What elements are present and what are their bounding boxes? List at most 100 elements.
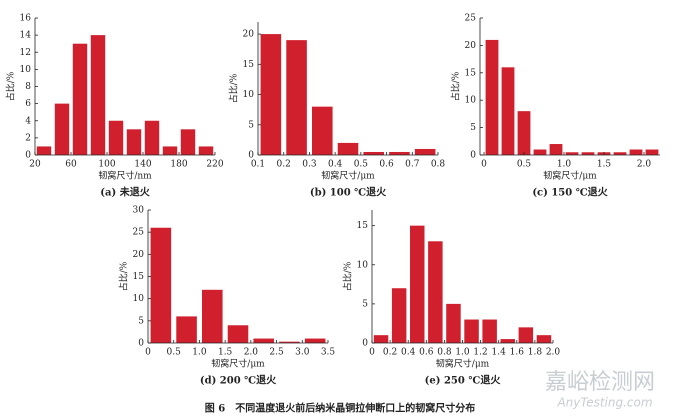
x-tick-label: 100: [98, 160, 115, 170]
x-tick-label: 2.0: [637, 160, 652, 170]
y-tick-label: 16: [20, 14, 32, 24]
x-tick-label: 0.4: [401, 348, 416, 358]
y-tick-label: 10: [357, 260, 369, 270]
bar: [581, 152, 595, 155]
bar: [410, 225, 425, 343]
bar: [253, 338, 274, 343]
y-tick-label: 5: [138, 316, 144, 326]
y-tick-label: 0: [25, 151, 31, 161]
bar: [645, 149, 659, 155]
y-tick-label: 8: [25, 82, 31, 92]
bar: [363, 151, 384, 155]
x-tick-label: 0.7: [405, 160, 420, 170]
x-axis-label: 韧窝尺寸/μm: [211, 358, 265, 370]
y-tick-label: 5: [470, 123, 476, 133]
bar: [446, 303, 461, 343]
bar: [108, 120, 124, 155]
x-tick-label: 220: [206, 160, 223, 170]
y-tick-label: 10: [465, 96, 477, 106]
bar: [304, 338, 326, 343]
x-tick-label: 180: [170, 160, 187, 170]
bar: [90, 35, 106, 155]
x-tick-label: 0.2: [277, 160, 291, 170]
x-tick-label: 0.6: [419, 348, 434, 358]
x-axis-label: 韧窝尺寸/μm: [321, 170, 375, 182]
y-tick-label: 20: [465, 41, 477, 51]
y-axis-label: 占比/%: [118, 261, 130, 291]
y-tick-label: 10: [133, 294, 145, 304]
bar: [150, 227, 172, 343]
y-tick-label: 0: [248, 151, 254, 161]
y-axis-label: 占比/%: [5, 71, 17, 101]
bar: [500, 339, 515, 343]
x-tick-label: 60: [65, 160, 77, 170]
y-tick-label: 15: [465, 68, 477, 78]
x-tick-label: 1.4: [492, 348, 507, 358]
bar: [501, 67, 515, 155]
x-tick-label: 0.8: [437, 348, 452, 358]
panel-caption: (e) 250 ℃退火: [425, 375, 502, 387]
x-axis-label: 韧窝尺寸/nm: [98, 170, 152, 182]
figure-caption: 图 6 不同温度退火前后纳米晶铜拉伸断口上的韧窝尺寸分布: [205, 402, 475, 415]
x-tick-label: 0.2: [383, 348, 397, 358]
bar: [176, 316, 197, 343]
bar: [389, 151, 410, 155]
y-tick-label: 25: [465, 14, 477, 24]
y-tick-label: 10: [243, 90, 255, 100]
y-tick-label: 20: [243, 30, 255, 40]
x-tick-label: 0: [481, 160, 487, 170]
bar: [286, 40, 307, 155]
bar: [485, 39, 499, 155]
x-tick-label: 1.0: [455, 348, 470, 358]
y-tick-label: 14: [20, 31, 32, 41]
bar: [565, 152, 579, 155]
bar: [464, 319, 479, 343]
bar: [517, 111, 531, 155]
panel-caption: (c) 150 ℃退火: [532, 187, 608, 199]
y-tick-label: 12: [20, 48, 31, 58]
y-tick-label: 0: [362, 339, 368, 349]
bar: [482, 319, 497, 343]
y-tick-label: 20: [133, 250, 145, 260]
bar: [428, 241, 443, 343]
bar: [373, 335, 389, 343]
bar: [227, 325, 249, 343]
x-tick-label: 0.1: [251, 160, 265, 170]
x-axis-label: 韧窝尺寸/μm: [543, 170, 597, 182]
y-axis-label: 占比/%: [342, 261, 354, 291]
bar: [144, 120, 160, 155]
y-tick-label: 2: [25, 133, 31, 143]
bar: [162, 146, 178, 155]
bar: [180, 129, 196, 155]
watermark-title: 嘉峪检测网: [545, 370, 655, 395]
bar: [312, 106, 333, 155]
x-tick-label: 0.5: [167, 348, 182, 358]
x-tick-label: 0: [369, 348, 375, 358]
bar: [613, 152, 627, 155]
bar: [198, 146, 214, 155]
x-tick-label: 1.5: [218, 348, 233, 358]
bar: [414, 148, 436, 155]
y-tick-label: 6: [25, 99, 31, 109]
x-tick-label: 20: [29, 160, 41, 170]
y-tick-label: 15: [357, 221, 369, 231]
x-tick-label: 0.5: [354, 160, 369, 170]
bar: [337, 142, 359, 155]
y-tick-label: 15: [133, 272, 145, 282]
y-tick-label: 5: [248, 120, 254, 130]
bar: [391, 288, 407, 343]
x-tick-label: 0: [145, 348, 151, 358]
x-axis-label: 韧窝尺寸/μm: [436, 358, 490, 370]
bar: [533, 149, 547, 155]
x-tick-label: 0.5: [517, 160, 532, 170]
x-tick-label: 1.0: [192, 348, 207, 358]
x-tick-label: 3.5: [321, 348, 336, 358]
bar: [629, 149, 643, 155]
bar: [72, 43, 88, 155]
y-tick-label: 0: [138, 339, 144, 349]
x-tick-label: 1.2: [473, 348, 487, 358]
y-tick-label: 4: [25, 116, 31, 126]
x-tick-label: 2.5: [269, 348, 284, 358]
x-tick-label: 0.6: [379, 160, 394, 170]
